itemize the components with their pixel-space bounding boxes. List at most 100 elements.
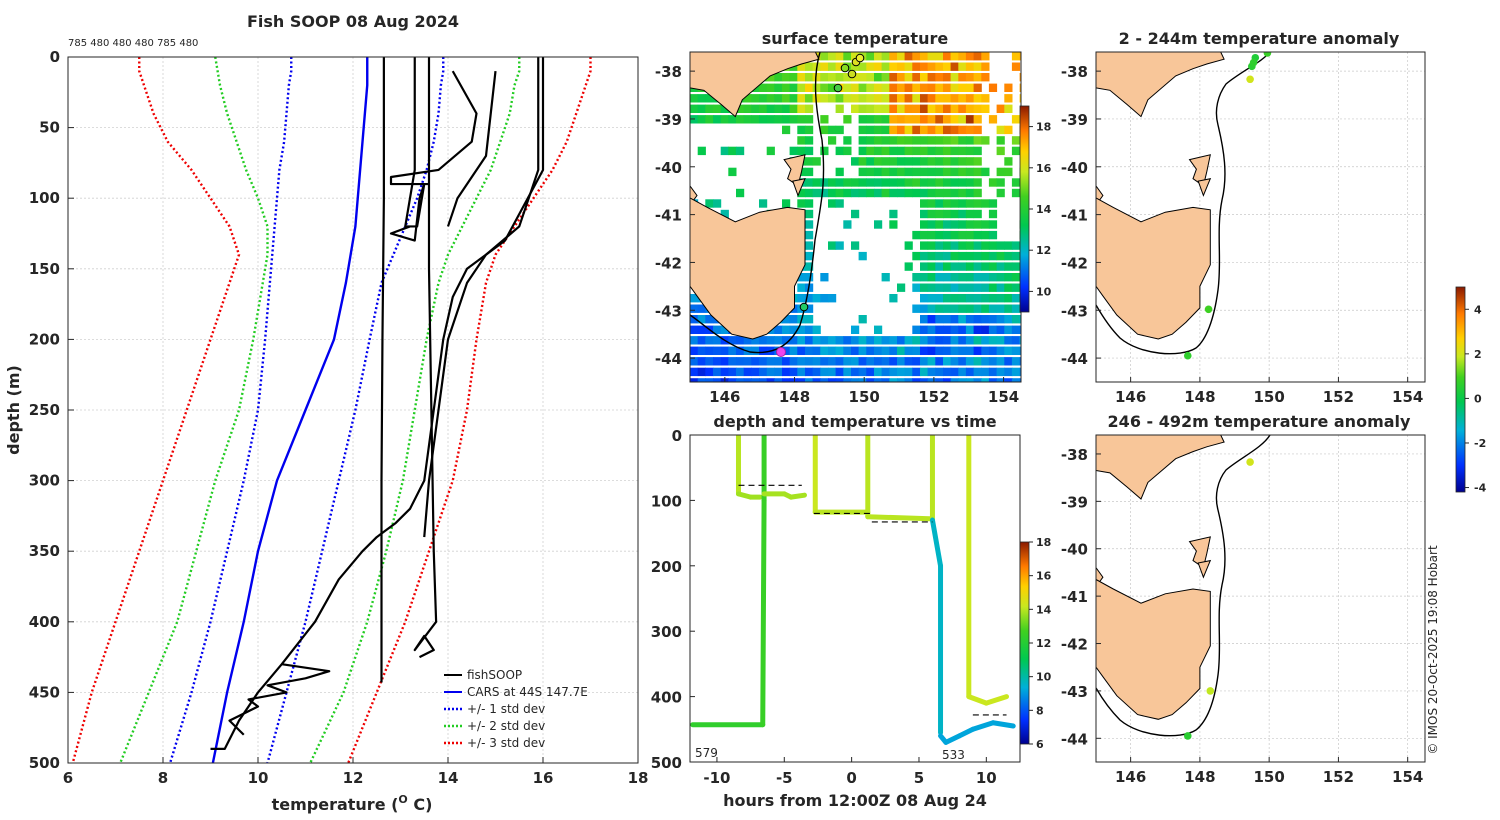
sst-pixel bbox=[690, 104, 699, 113]
sst-pixel bbox=[697, 315, 706, 324]
sst-pixel bbox=[728, 336, 737, 345]
profile-x-tick-label: 16 bbox=[533, 769, 554, 787]
sst-pixel bbox=[920, 94, 929, 103]
sst-pixel bbox=[904, 336, 913, 345]
sst-pixel bbox=[958, 115, 967, 124]
sst-x-tick-label: 150 bbox=[849, 388, 880, 406]
sst-pixel bbox=[950, 357, 959, 366]
sst-pixel bbox=[736, 115, 745, 124]
sst-pixel bbox=[782, 315, 791, 324]
sst-pixel bbox=[697, 336, 706, 345]
sst-pixel bbox=[950, 167, 959, 177]
sst-pixel bbox=[782, 199, 791, 208]
anomaly-deep-points bbox=[1183, 458, 1254, 740]
sst-pixel bbox=[751, 336, 760, 345]
sst-pixel bbox=[1011, 62, 1021, 71]
anomaly-deep-title: 246 - 492m temperature anomaly bbox=[1108, 412, 1411, 431]
sst-pixel bbox=[996, 136, 1005, 145]
sst-pixel bbox=[965, 73, 975, 82]
sst-pixel bbox=[943, 241, 952, 250]
sst-pixel bbox=[988, 357, 998, 366]
sst-pixel bbox=[889, 125, 898, 135]
sst-pixel bbox=[835, 199, 844, 208]
sst-pixel bbox=[981, 325, 990, 334]
sst-pixel bbox=[774, 73, 783, 82]
sst-pixel bbox=[958, 304, 967, 313]
sst-pixel bbox=[958, 241, 967, 250]
sst-pixel bbox=[874, 157, 883, 166]
sst-pixel bbox=[965, 325, 975, 334]
sst-pixel bbox=[912, 336, 921, 345]
sst-pixel bbox=[881, 125, 890, 135]
sst-pixel bbox=[927, 325, 936, 334]
sst-pixel bbox=[988, 304, 998, 313]
sst-pixel bbox=[766, 83, 775, 92]
sst-pixel bbox=[904, 378, 913, 382]
sst-pixel bbox=[705, 336, 714, 345]
sst-y-tick-label: -40 bbox=[655, 159, 682, 177]
sst-pixel bbox=[782, 73, 791, 82]
sst-panel: surface temperature 146 148 150 152 154 -38 -3… bbox=[655, 29, 1052, 406]
anomaly-shallow-land bbox=[1096, 52, 1225, 340]
sst-pixel bbox=[927, 220, 936, 229]
sst-pixel bbox=[927, 188, 936, 198]
sst-pixel bbox=[958, 220, 967, 229]
anomaly-deep-y-tick-label: -43 bbox=[1061, 683, 1088, 701]
sst-pixel bbox=[950, 199, 959, 208]
sst-pixel bbox=[889, 157, 898, 166]
sst-pixel bbox=[927, 304, 936, 313]
sst-pixel bbox=[705, 94, 714, 103]
sst-pixel bbox=[835, 52, 844, 61]
sst-pixel bbox=[958, 199, 967, 208]
sst-pixel bbox=[973, 209, 982, 219]
sst-stations bbox=[776, 53, 865, 357]
anomaly-shallow-landmass bbox=[1197, 178, 1212, 197]
time-colorbar-tick-label: 16 bbox=[1036, 570, 1052, 583]
sst-pixel bbox=[958, 325, 967, 334]
sst-pixel bbox=[835, 94, 844, 103]
sst-pixel bbox=[927, 346, 936, 355]
sst-pixel bbox=[797, 346, 806, 355]
sst-pixel bbox=[965, 367, 975, 377]
anomaly-colorbar-tick-label: -4 bbox=[1474, 482, 1487, 495]
std-dev-lines bbox=[71, 57, 592, 763]
profile-x-tick-label: 10 bbox=[248, 769, 269, 787]
sst-pixel bbox=[996, 357, 1005, 366]
sst-pixel bbox=[736, 367, 745, 377]
sst-pixel bbox=[720, 325, 729, 334]
sst-pixel bbox=[943, 378, 952, 382]
sst-pixel bbox=[851, 378, 860, 382]
sst-current-position-marker bbox=[776, 347, 786, 357]
copyright-credit: © IMOS 20-Oct-2025 19:08 Hobart bbox=[1426, 545, 1440, 755]
sst-pixel bbox=[812, 346, 821, 355]
sst-pixel bbox=[927, 283, 936, 292]
legend-fishsoop: fishSOOP bbox=[467, 668, 522, 682]
sst-pixel bbox=[973, 167, 982, 177]
sst-pixel bbox=[766, 115, 775, 124]
anomaly-deep-ticks: 146 148 150 152 154 -38 -39 -40 -41 -42 -43 -44 bbox=[1061, 446, 1423, 786]
anomaly-colorbar-tick-label: 2 bbox=[1474, 348, 1482, 361]
sst-pixel bbox=[988, 209, 998, 219]
sst-pixel bbox=[835, 357, 844, 366]
sst-pixel bbox=[943, 125, 952, 135]
sst-pixel bbox=[965, 178, 975, 187]
sst-pixel bbox=[927, 73, 936, 82]
sst-pixel bbox=[713, 346, 722, 355]
sst-pixel bbox=[950, 262, 959, 271]
time-track-segment bbox=[788, 492, 807, 500]
sst-pixel bbox=[1011, 146, 1021, 156]
sst-pixel bbox=[904, 178, 913, 187]
sst-pixel bbox=[874, 167, 883, 177]
sst-pixel bbox=[935, 62, 944, 71]
sst-pixel bbox=[935, 125, 944, 135]
sst-pixel bbox=[843, 357, 852, 366]
sst-pixel bbox=[858, 188, 867, 198]
sst-pixel bbox=[1011, 315, 1021, 324]
sst-pixel bbox=[965, 273, 975, 282]
sst-pixel bbox=[805, 251, 814, 261]
sst-pixel bbox=[690, 94, 699, 103]
sst-pixel bbox=[920, 125, 929, 135]
time-x-tick-label: 0 bbox=[846, 769, 856, 787]
sst-pixel bbox=[927, 273, 936, 282]
sst-pixel bbox=[920, 83, 929, 92]
